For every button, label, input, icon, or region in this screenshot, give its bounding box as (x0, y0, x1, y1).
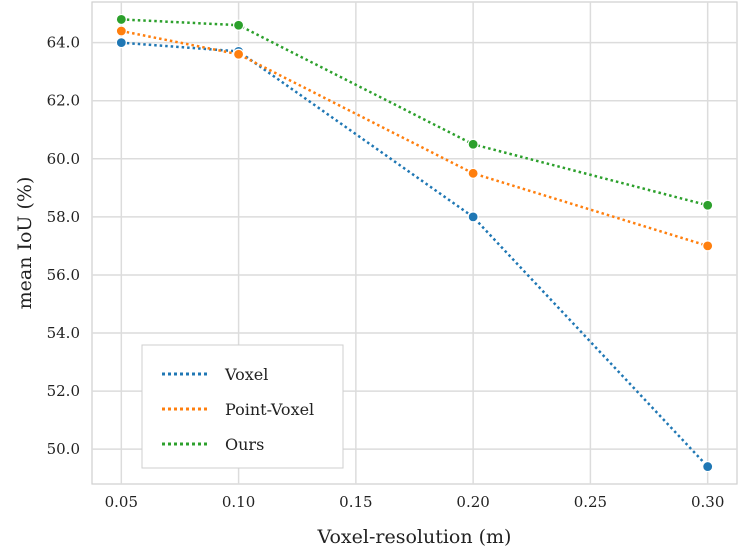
legend-label: Ours (225, 435, 264, 454)
y-tick-label: 58.0 (47, 208, 80, 226)
tick-labels: 0.05 0.10 0.15 0.20 0.25 0.30 50.0 52.0 54.0 56.0… (47, 34, 725, 511)
grid (92, 2, 737, 484)
x-axis-label: Voxel-resolution (m) (317, 526, 512, 548)
data-point (702, 460, 714, 473)
x-tick-label: 0.10 (222, 493, 255, 511)
data-point (232, 19, 245, 31)
data-point (115, 13, 127, 26)
data-point (702, 240, 714, 252)
legend-label: Point-Voxel (225, 400, 314, 419)
x-tick-label: 0.15 (339, 493, 372, 511)
x-tick-label: 0.05 (105, 493, 138, 511)
data-point (702, 199, 714, 211)
series-layer (115, 13, 714, 473)
data-point (467, 211, 479, 223)
data-point (115, 37, 127, 49)
y-tick-label: 62.0 (47, 92, 80, 110)
y-tick-label: 56.0 (47, 266, 80, 284)
series-ours (115, 13, 714, 211)
series-point-voxel (115, 25, 714, 252)
data-point (467, 167, 479, 179)
y-tick-label: 64.0 (47, 34, 80, 52)
y-axis-label: mean IoU (%) (14, 177, 36, 310)
x-tick-label: 0.25 (574, 493, 607, 511)
legend-label: Voxel (224, 365, 268, 384)
x-tick-label: 0.20 (456, 493, 489, 511)
data-point (232, 48, 245, 60)
legend-box (141, 344, 344, 469)
data-point (467, 138, 479, 150)
y-tick-label: 52.0 (47, 382, 80, 400)
y-tick-label: 50.0 (47, 440, 80, 458)
legend: Voxel Point-Voxel Ours (141, 344, 344, 469)
series-line (121, 18, 709, 207)
y-tick-label: 54.0 (47, 324, 80, 342)
y-tick-label: 60.0 (47, 150, 80, 168)
x-tick-label: 0.30 (691, 493, 724, 511)
data-point (115, 25, 127, 37)
